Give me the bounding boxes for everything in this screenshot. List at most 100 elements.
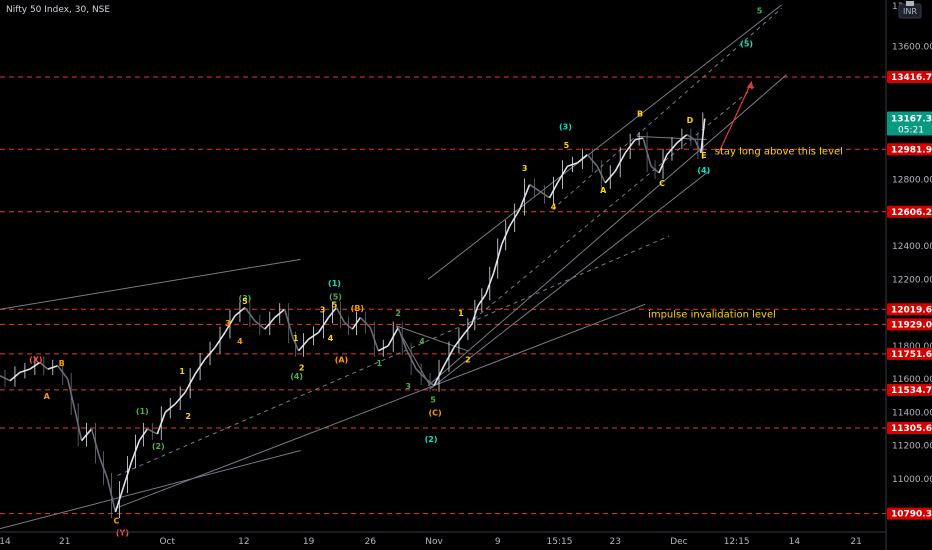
time-tick-label: Oct: [159, 537, 175, 547]
level-badge: [887, 383, 932, 396]
wave-label: (3): [238, 294, 251, 303]
time-tick-label: 12:15: [724, 537, 750, 547]
level-badge: [887, 303, 932, 316]
level-badge: [887, 421, 932, 434]
wave-label: B: [59, 359, 65, 368]
time-tick-label: Dec: [670, 537, 687, 547]
level-badge: [887, 143, 932, 156]
channel-line: [429, 170, 710, 390]
projection-arrowhead: [746, 81, 754, 89]
current-price-label: 13167.30: [891, 114, 932, 124]
annotations: stay long above this level impulse invali…: [648, 147, 843, 321]
wave-label: 2: [299, 364, 305, 373]
wave-label: 4: [551, 202, 557, 211]
currency-label: INR: [903, 7, 917, 16]
wave-label: 1: [376, 359, 382, 368]
wave-label: 3: [320, 306, 326, 315]
horizontal-levels: [0, 76, 886, 515]
level-badge: [887, 71, 932, 84]
wave-label: (3): [559, 123, 572, 132]
wave-labels: (X) BAC(Y)(1)(2)1234(3)512(4)345(5)(1)(B)…: [29, 6, 763, 537]
projection-arrow: [718, 81, 753, 154]
wave-label: (X): [29, 355, 42, 364]
wave-label: (A): [335, 355, 349, 364]
wave-label: 4: [328, 334, 334, 343]
price-tick-label: 11400.00: [892, 408, 932, 418]
wave-label: (4): [290, 372, 303, 381]
wave-label: A: [44, 392, 51, 401]
wave-label: 4: [419, 337, 425, 346]
wave-label: 5: [430, 395, 436, 404]
wave-label: 1: [458, 309, 464, 318]
level-badge-label: 11929.00: [891, 320, 932, 330]
level-badge: [887, 318, 932, 331]
wave-label: C: [114, 517, 120, 526]
wave-label: E: [701, 151, 706, 160]
price-axis[interactable]: 13600.00 13416.75 12981.90 12800.00 12606.20…: [885, 0, 932, 550]
time-axis[interactable]: 14 21 Oct 12 19 26 Nov 9 15:15 23 Dec 12:15 14 21: [0, 531, 886, 547]
channel-line: [396, 325, 469, 352]
price-tick-label: 13600.00: [892, 43, 932, 53]
currency-button[interactable]: INR: [898, 3, 922, 19]
level-badge: [887, 507, 932, 520]
wave-label: 4: [237, 337, 243, 346]
wave-label: (1): [328, 279, 341, 288]
price-tick-label: 12800.00: [892, 176, 932, 186]
time-tick-label: 23: [609, 537, 620, 547]
wave-label: (Y): [116, 528, 129, 537]
wave-label: 2: [395, 309, 401, 318]
wave-label: 3: [522, 164, 528, 173]
price-tick-label: 13: [892, 2, 903, 12]
lock-icon[interactable]: [906, 1, 914, 6]
level-badge-label: 12606.20: [891, 208, 932, 218]
time-tick-label: 15:15: [547, 537, 573, 547]
wave-label: (2): [425, 435, 438, 444]
level-badge-label: 13416.75: [891, 73, 932, 83]
wave-label: (5): [740, 40, 753, 49]
time-tick-label: Nov: [425, 537, 443, 547]
price-tick-label: 11800.00: [892, 342, 932, 352]
wave-label: 5: [564, 141, 570, 150]
time-tick-label: 21: [850, 537, 861, 547]
price-tick-label: 12200.00: [892, 275, 932, 285]
time-tick-label: 19: [303, 537, 315, 547]
wave-label: (4): [697, 166, 710, 175]
channel-line: [114, 303, 646, 510]
level-badge: [887, 205, 932, 218]
level-badge-label: 10790.35: [891, 510, 932, 520]
wave-label: C: [659, 179, 665, 188]
time-tick-label: 12: [238, 537, 249, 547]
annotation: impulse invalidation level: [648, 310, 776, 321]
countdown-label: 05:21: [898, 125, 924, 135]
wave-label: 1: [179, 367, 185, 376]
annotation: stay long above this level: [715, 147, 843, 158]
wave-label: (2): [152, 442, 165, 451]
channel-line: [427, 4, 782, 280]
time-tick-label: 21: [59, 537, 70, 547]
price-series: [0, 112, 706, 519]
level-badge-label: 11751.60: [891, 350, 932, 360]
level-badge-label: 11305.60: [891, 424, 932, 434]
wave-label: D: [687, 116, 694, 125]
chart-title: Nifty 50 Index, 30, NSE: [6, 5, 110, 15]
channel-line: [0, 450, 301, 530]
level-badge-label: 11534.75: [891, 386, 932, 396]
wave-label: 1: [293, 334, 299, 343]
time-tick-label: 14: [0, 537, 11, 547]
channel-line: [552, 7, 782, 210]
current-price-badge: [887, 111, 932, 136]
wave-label: 2: [465, 355, 471, 364]
time-tick-label: 9: [495, 537, 501, 547]
wave-label: A: [600, 186, 607, 195]
wave-label: (1): [136, 407, 149, 416]
wave-label: 3: [405, 382, 411, 391]
channel-line: [0, 258, 301, 310]
wave-label: 5: [332, 301, 338, 310]
channel-line: [427, 74, 787, 387]
level-badge: [887, 347, 932, 360]
trend-channels: [0, 4, 787, 530]
price-tick-label: 11200.00: [892, 442, 932, 452]
channel-line: [467, 84, 757, 325]
time-tick-label: 14: [789, 537, 801, 547]
